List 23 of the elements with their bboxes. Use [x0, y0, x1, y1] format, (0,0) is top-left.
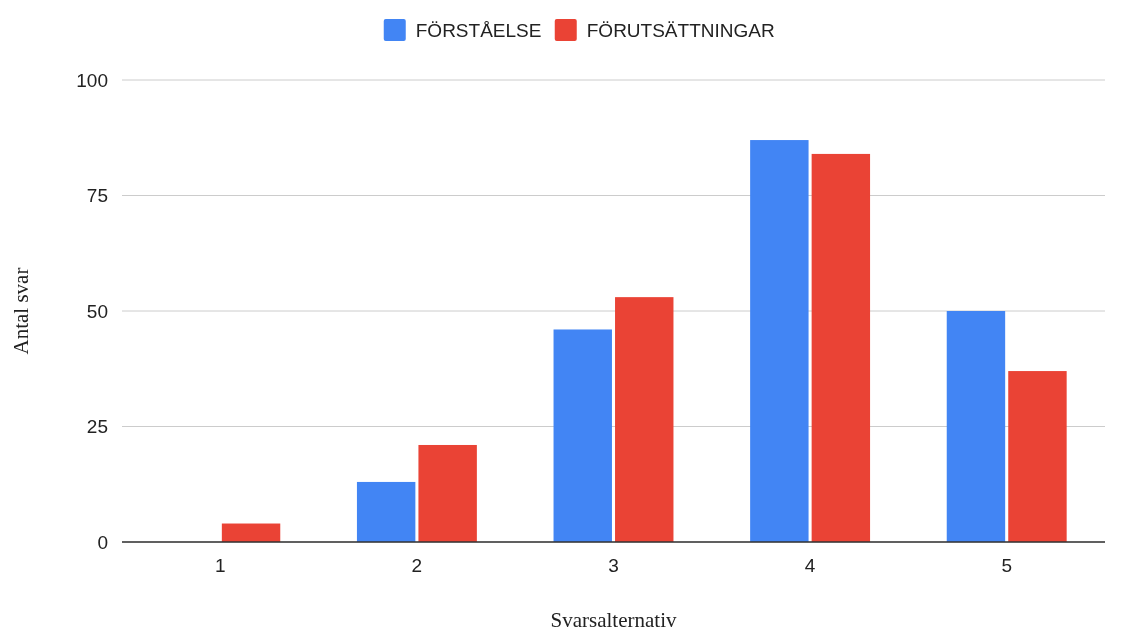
x-tick-label: 2: [411, 555, 423, 576]
bar: [418, 444, 477, 542]
y-tick-label: 25: [86, 416, 108, 438]
bar: [553, 329, 612, 542]
y-tick-label: 75: [86, 185, 108, 207]
y-tick-label: 50: [86, 300, 108, 322]
bar: [356, 481, 416, 542]
legend-label: FÖRUTSÄTTNINGAR: [586, 19, 775, 41]
x-tick-label: 5: [1001, 555, 1012, 576]
x-tick-label: 4: [804, 555, 816, 576]
bar: [1008, 371, 1067, 542]
x-tick-label: 3: [608, 555, 619, 576]
y-tick-label: 100: [76, 69, 108, 91]
x-tick-label: 1: [215, 555, 226, 576]
y-tick-label: 0: [97, 531, 108, 553]
bar: [221, 523, 281, 542]
bar: [615, 297, 674, 542]
x-axis-title: Svarsalternativ: [550, 608, 677, 632]
bar: [946, 311, 1006, 542]
legend-label: FÖRSTÅELSE: [415, 19, 542, 41]
bar: [750, 140, 809, 542]
bar: [811, 153, 871, 542]
y-axis-title: Antal svar: [9, 267, 33, 355]
